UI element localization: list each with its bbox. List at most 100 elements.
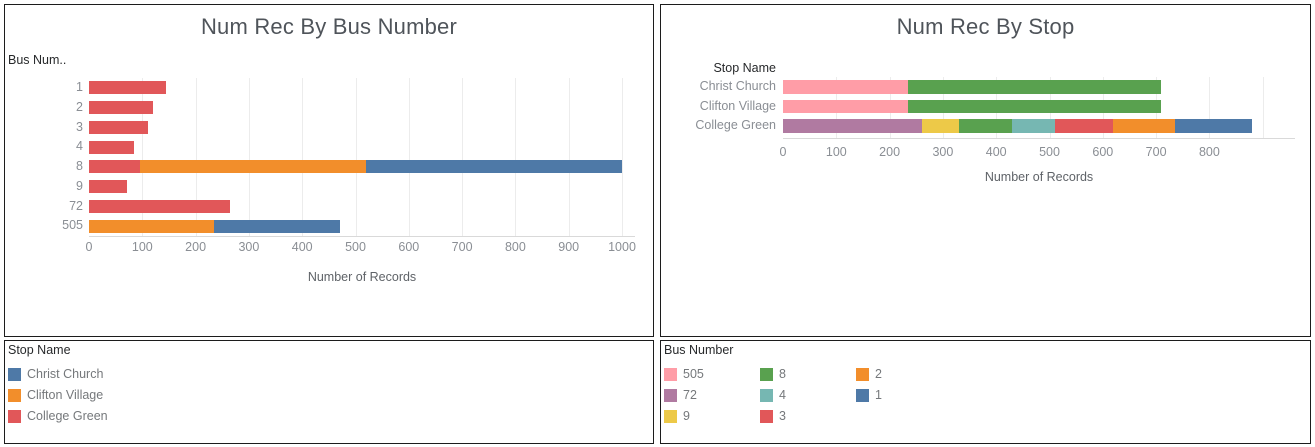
bar-segment-4[interactable] bbox=[1012, 119, 1055, 133]
bar-segment-2[interactable] bbox=[1113, 119, 1175, 133]
bar-segment-college-green[interactable] bbox=[89, 120, 148, 134]
legend-label: 1 bbox=[875, 388, 882, 402]
stop-chart-title: Num Rec By Stop bbox=[896, 14, 1075, 39]
legend-label: 9 bbox=[683, 409, 690, 423]
legend-item-christ-church[interactable]: Christ Church bbox=[8, 367, 103, 381]
gridline bbox=[462, 78, 464, 236]
bar-segment-christ-church[interactable] bbox=[366, 160, 622, 174]
bar-segment-8[interactable] bbox=[908, 80, 1162, 94]
x-tick-label: 400 bbox=[985, 145, 1007, 159]
panel-stop-name-legend: Stop Name Christ Church Clifton Village Co… bbox=[4, 340, 654, 444]
legend-swatch bbox=[664, 367, 677, 381]
plot-area bbox=[89, 78, 635, 237]
x-tick-label: 300 bbox=[238, 240, 260, 254]
gridline bbox=[515, 78, 517, 236]
y-axis-label: 4 bbox=[76, 139, 83, 154]
y-axis-label: 3 bbox=[76, 119, 83, 134]
gridline bbox=[408, 78, 410, 236]
legend-item-clifton-village[interactable]: Clifton Village bbox=[8, 388, 103, 402]
panel-bus-number-legend: Bus Number 505 72 9 8 4 3 2 1 bbox=[660, 340, 1311, 444]
legend-item-college-green[interactable]: College Green bbox=[8, 409, 108, 423]
x-tick-label: 200 bbox=[185, 240, 207, 254]
gridline bbox=[195, 78, 197, 236]
bar-segment-505[interactable] bbox=[783, 99, 909, 113]
bar-segment-college-green[interactable] bbox=[89, 180, 128, 194]
legend-item-1[interactable]: 1 bbox=[856, 388, 882, 402]
bar-segment-college-green[interactable] bbox=[89, 81, 167, 95]
gridline bbox=[622, 78, 623, 236]
bar-segment-clifton-village[interactable] bbox=[139, 160, 367, 174]
gridline bbox=[142, 78, 144, 236]
gridline bbox=[1209, 77, 1211, 138]
legend-item-505[interactable]: 505 bbox=[664, 367, 704, 381]
legend-label: 8 bbox=[779, 367, 786, 381]
x-axis-title: Number of Records bbox=[984, 170, 1094, 184]
y-axis-label: 505 bbox=[62, 218, 83, 233]
x-tick-label: 500 bbox=[345, 240, 366, 254]
bar-segment-college-green[interactable] bbox=[89, 160, 140, 174]
x-tick-label: 400 bbox=[291, 240, 313, 254]
legend-label: 4 bbox=[779, 388, 786, 402]
gridline bbox=[568, 78, 570, 236]
y-axis-label: 72 bbox=[69, 198, 83, 213]
bar-segment-christ-church[interactable] bbox=[214, 219, 340, 233]
legend-swatch bbox=[8, 367, 21, 381]
legend-label: Christ Church bbox=[27, 367, 104, 381]
legend-swatch bbox=[760, 388, 773, 402]
legend-swatch bbox=[8, 409, 21, 423]
x-tick-label: 600 bbox=[398, 240, 420, 254]
x-tick-label: 600 bbox=[1092, 145, 1114, 159]
gridline bbox=[248, 78, 250, 236]
y-axis-label: 9 bbox=[76, 178, 83, 193]
legend-label: Clifton Village bbox=[27, 388, 104, 402]
x-tick-label: 800 bbox=[504, 240, 526, 254]
legend-swatch bbox=[664, 409, 677, 423]
legend-label: 72 bbox=[683, 388, 697, 402]
x-tick-label: 100 bbox=[825, 145, 847, 159]
legend-swatch bbox=[8, 388, 21, 402]
legend-item-8[interactable]: 8 bbox=[760, 367, 786, 381]
bar-segment-college-green[interactable] bbox=[89, 140, 135, 154]
legend-label: 505 bbox=[683, 367, 704, 381]
legend-label: 2 bbox=[875, 367, 882, 381]
legend-item-4[interactable]: 4 bbox=[760, 388, 786, 402]
bar-segment-505[interactable] bbox=[783, 80, 909, 94]
bar-segment-8[interactable] bbox=[908, 99, 1162, 113]
x-tick-label: 500 bbox=[1039, 145, 1060, 159]
y-axis-label: 8 bbox=[76, 159, 83, 173]
x-tick-label: 800 bbox=[1198, 145, 1220, 159]
bar-segment-college-green[interactable] bbox=[89, 101, 153, 115]
plot-area bbox=[783, 77, 1295, 139]
x-tick-label: 0 bbox=[779, 145, 787, 159]
bus-chart-category-header: Bus Num.. bbox=[8, 53, 67, 67]
y-axis-label: 1 bbox=[76, 80, 83, 94]
bar-segment-8[interactable] bbox=[958, 119, 1013, 133]
legend-item-2[interactable]: 2 bbox=[856, 367, 882, 381]
bar-segment-9[interactable] bbox=[921, 119, 959, 133]
x-tick-label: 700 bbox=[451, 240, 473, 254]
legend-item-72[interactable]: 72 bbox=[664, 388, 697, 402]
legend-item-3[interactable]: 3 bbox=[760, 409, 786, 423]
legend-swatch bbox=[856, 367, 869, 381]
bar-segment-1[interactable] bbox=[1174, 119, 1253, 133]
x-tick-label: 100 bbox=[131, 240, 153, 254]
gridline bbox=[302, 78, 304, 236]
y-axis-label: College Green bbox=[695, 118, 776, 132]
bus-chart-title: Num Rec By Bus Number bbox=[200, 14, 458, 39]
legend-item-9[interactable]: 9 bbox=[664, 409, 690, 423]
x-tick-label: 900 bbox=[558, 240, 580, 254]
bar-segment-72[interactable] bbox=[783, 119, 922, 133]
legend-label: College Green bbox=[27, 409, 108, 423]
x-tick-label: 1000 bbox=[608, 240, 636, 254]
bar-segment-clifton-village[interactable] bbox=[89, 219, 215, 233]
x-tick-label: 700 bbox=[1145, 145, 1167, 159]
legend-swatch bbox=[664, 388, 677, 402]
stop-legend-title: Stop Name bbox=[8, 343, 71, 357]
bar-segment-3[interactable] bbox=[1054, 119, 1114, 133]
stop-chart-category-header: Stop Name bbox=[713, 61, 776, 75]
legend-swatch bbox=[856, 388, 869, 402]
y-axis-label: Clifton Village bbox=[699, 98, 776, 113]
bar-segment-college-green[interactable] bbox=[89, 199, 231, 213]
y-axis-label: 2 bbox=[76, 99, 83, 114]
